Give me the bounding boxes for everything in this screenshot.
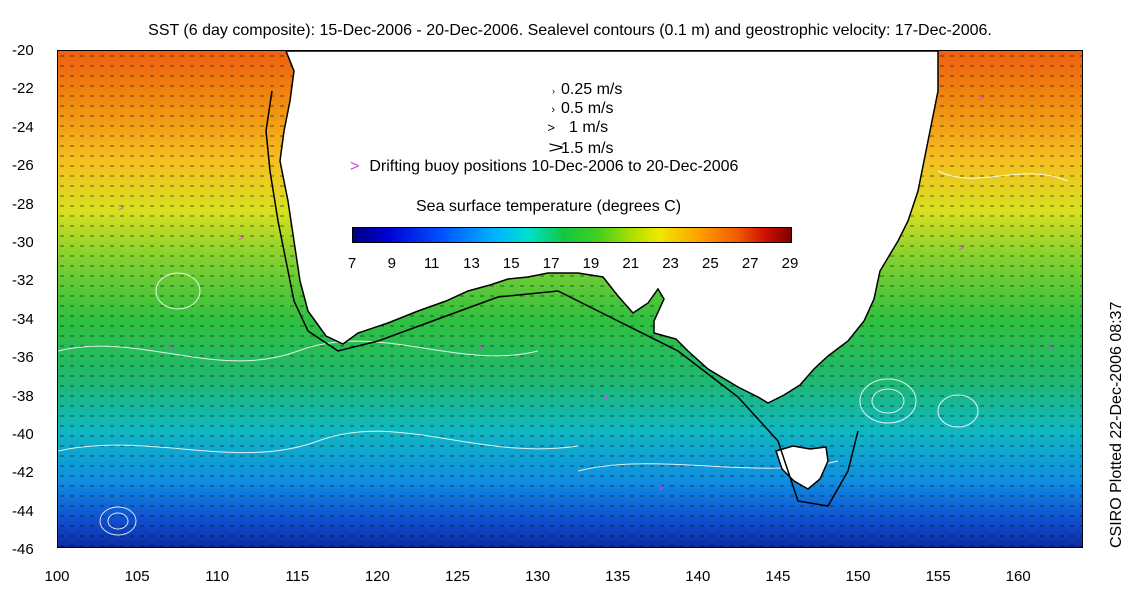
- y-tick-label: -26: [12, 157, 34, 175]
- y-tick-label: -38: [12, 387, 34, 405]
- svg-text:>: >: [958, 243, 964, 254]
- y-tick-label: -44: [12, 502, 34, 520]
- map-title: SST (6 day composite): 15-Dec-2006 - 20-…: [148, 22, 992, 39]
- y-tick-label: -30: [12, 234, 34, 251]
- sst-map: > > > > > > > > >: [57, 50, 1083, 548]
- svg-text:>: >: [238, 233, 244, 244]
- svg-text:>: >: [118, 203, 124, 214]
- x-tick-label: 125: [444, 568, 471, 585]
- svg-text:>: >: [168, 343, 174, 354]
- buoy-positions: > > > > > > > > >: [118, 93, 1054, 494]
- shelf-contour: [265, 90, 859, 507]
- plot-credit: CSIRO Plotted 22-Dec-2006 08:37: [1108, 301, 1125, 548]
- sealevel-contours: [58, 170, 1069, 536]
- y-tick-label: -28: [12, 195, 34, 213]
- x-tick-label: 150: [845, 568, 871, 585]
- y-tick-label: -24: [12, 118, 34, 136]
- x-tick-label: 100: [44, 568, 70, 585]
- y-tick-label: -20: [12, 42, 34, 59]
- tasmania-island: [775, 445, 829, 490]
- x-tick-label: 130: [525, 568, 551, 585]
- svg-text:>: >: [603, 393, 609, 404]
- x-tick-label: 120: [364, 568, 390, 585]
- x-tick-label: 110: [205, 568, 230, 585]
- svg-text:>: >: [658, 483, 664, 494]
- x-tick-label: 145: [765, 568, 791, 585]
- y-tick-label: -36: [12, 349, 34, 367]
- y-tick-label: -34: [12, 310, 34, 328]
- x-tick-label: 160: [1005, 568, 1031, 585]
- y-tick-label: -42: [12, 464, 34, 482]
- sst-map-svg: > > > > > > > > >: [58, 51, 1082, 547]
- y-tick-label: -46: [12, 541, 34, 559]
- y-tick-label: -32: [12, 272, 34, 290]
- y-tick-label: -22: [12, 80, 34, 98]
- svg-text:>: >: [478, 343, 484, 354]
- x-tick-label: 135: [605, 568, 631, 585]
- x-tick-label: 115: [285, 568, 310, 585]
- svg-text:>: >: [1048, 343, 1054, 354]
- y-tick-label: -40: [12, 426, 34, 443]
- svg-text:>: >: [978, 93, 984, 104]
- x-tick-label: 105: [124, 568, 150, 585]
- x-tick-label: 155: [925, 568, 951, 585]
- x-tick-label: 140: [685, 568, 711, 585]
